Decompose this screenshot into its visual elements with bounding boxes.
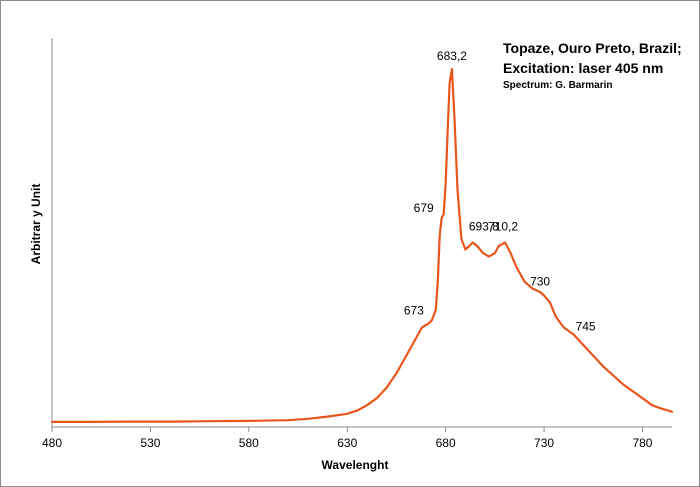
x-tick-label: 580 — [239, 436, 259, 450]
x-tick-label: 780 — [632, 436, 652, 450]
plot-lines — [50, 67, 674, 423]
x-tick-label: 630 — [337, 436, 357, 450]
x-tick-label: 680 — [436, 436, 456, 450]
x-tick-labels: 480 530 580 630 680 730 780 — [42, 436, 653, 450]
peak-label: 673 — [404, 303, 424, 317]
x-tick-label: 730 — [534, 436, 554, 450]
x-tick-label: 480 — [42, 436, 62, 450]
peak-label: 710,2 — [488, 219, 518, 233]
x-axis-title: Wavelenght — [322, 458, 389, 472]
series-line — [50, 67, 674, 423]
peak-label: 679 — [414, 201, 434, 215]
chart-title-line-2: Excitation: laser 405 nm — [503, 60, 663, 76]
chart-title-line-1: Topaze, Ouro Preto, Brazil; — [503, 40, 682, 56]
y-axis-title: Arbitrar y Unit — [29, 184, 43, 265]
peak-label: 693,8 — [469, 219, 499, 233]
peak-label: 730 — [530, 275, 550, 289]
chart-subtitle: Spectrum: G. Barmarin — [503, 80, 612, 91]
peak-label: 683,2 — [437, 49, 467, 63]
axes — [51, 38, 672, 432]
x-tick-label: 530 — [140, 436, 160, 450]
peak-label: 745 — [576, 320, 596, 334]
